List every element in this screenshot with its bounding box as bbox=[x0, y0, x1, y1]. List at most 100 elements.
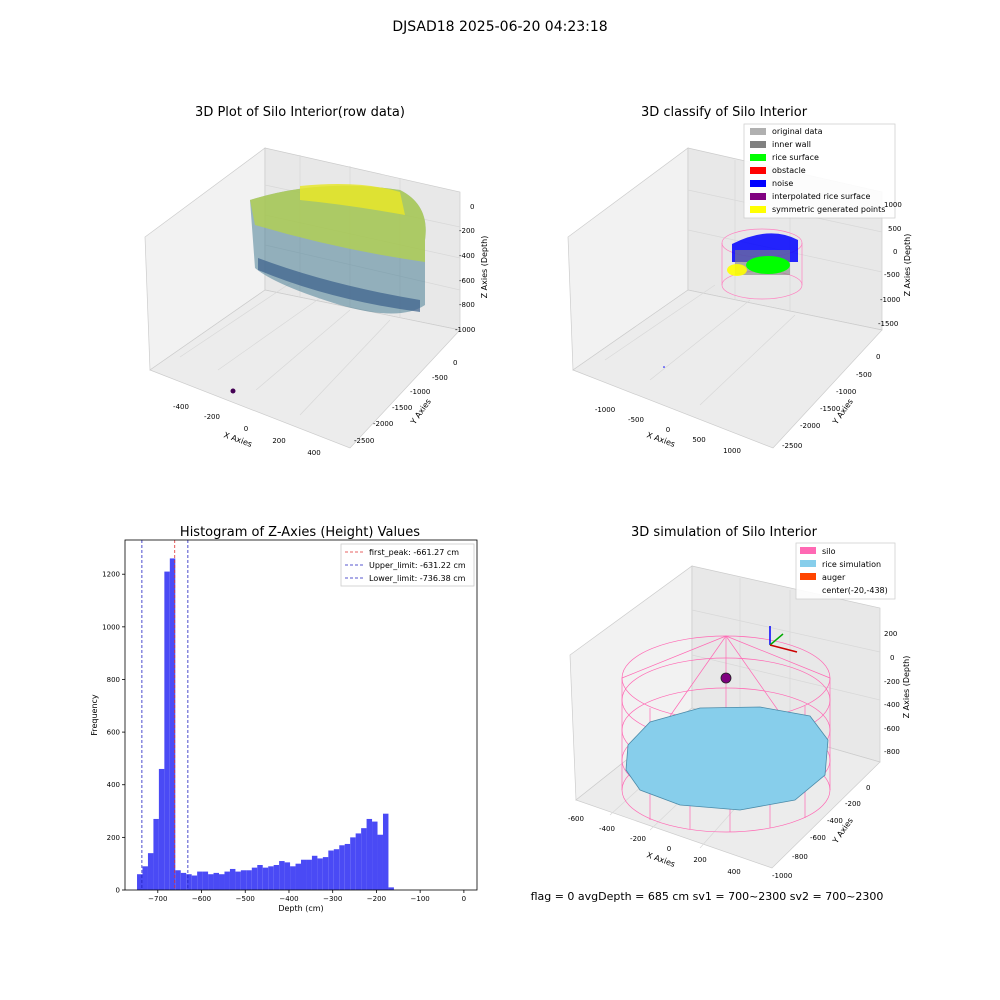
svg-text:-2500: -2500 bbox=[354, 437, 374, 445]
histogram-legend: first_peak: -661.27 cm Upper_limit: -631… bbox=[340, 543, 475, 587]
histogram-bar bbox=[388, 887, 394, 890]
svg-text:-1000: -1000 bbox=[880, 296, 900, 304]
svg-text:-2000: -2000 bbox=[373, 420, 393, 428]
histogram-xlabel: Depth (cm) bbox=[278, 904, 323, 913]
histogram-bar bbox=[361, 828, 367, 890]
histogram-bar bbox=[197, 871, 203, 890]
svg-text:-200: -200 bbox=[459, 227, 475, 235]
histogram-bar bbox=[240, 870, 247, 890]
svg-text:0: 0 bbox=[244, 425, 248, 433]
svg-text:original data: original data bbox=[772, 127, 823, 136]
svg-text:0: 0 bbox=[866, 784, 870, 792]
histogram-bar bbox=[328, 850, 334, 890]
legend-auger: auger bbox=[822, 573, 846, 582]
histogram-bar bbox=[191, 875, 198, 890]
y-tick-label: 1000 bbox=[102, 623, 120, 631]
svg-text:-1000: -1000 bbox=[772, 872, 792, 880]
legend-first-peak: first_peak: -661.27 cm bbox=[369, 548, 459, 557]
histogram-bar bbox=[284, 862, 291, 890]
svg-text:inner wall: inner wall bbox=[772, 140, 811, 149]
histogram-bar bbox=[344, 843, 351, 890]
svg-text:0: 0 bbox=[893, 248, 897, 256]
histogram-bar bbox=[213, 872, 220, 890]
histogram-bar bbox=[137, 874, 143, 890]
legend-center: center(-20,-438) bbox=[822, 586, 888, 595]
classify-legend: original data inner wall rice surface ob… bbox=[743, 123, 896, 219]
histogram-bar bbox=[208, 874, 214, 890]
histogram-bar bbox=[262, 867, 269, 890]
histogram-bar bbox=[257, 865, 263, 890]
histogram-x-ticks: −700 −600 −500 −400 −300 −200 −100 0 bbox=[148, 890, 466, 903]
x-tick-label: −200 bbox=[367, 895, 386, 903]
svg-text:-600: -600 bbox=[568, 815, 584, 823]
svg-text:X Axies: X Axies bbox=[645, 430, 676, 449]
svg-text:-1000: -1000 bbox=[836, 388, 856, 396]
y-tick-label: 1200 bbox=[102, 571, 120, 579]
svg-text:-200: -200 bbox=[884, 678, 900, 686]
x-tick-label: −300 bbox=[323, 895, 342, 903]
legend-lower-limit: Lower_limit: -736.38 cm bbox=[369, 574, 466, 583]
svg-text:symmetric generated points: symmetric generated points bbox=[772, 205, 885, 214]
histogram-bar bbox=[279, 861, 285, 890]
histogram-bar bbox=[350, 837, 356, 890]
histogram-bar bbox=[295, 863, 301, 890]
histogram-bar bbox=[219, 874, 225, 890]
svg-text:-600: -600 bbox=[810, 834, 826, 842]
raw-point-cloud bbox=[230, 184, 426, 394]
svg-text:200: 200 bbox=[272, 437, 285, 445]
legend-swatch-original bbox=[750, 128, 766, 135]
histogram-bar bbox=[153, 818, 159, 890]
x-tick-label: −100 bbox=[411, 895, 430, 903]
histogram-vlines bbox=[141, 540, 189, 890]
svg-text:interpolated rice surface: interpolated rice surface bbox=[772, 192, 870, 201]
x-tick-label: −600 bbox=[192, 895, 211, 903]
histogram-bar bbox=[251, 867, 258, 890]
histogram-bar bbox=[306, 859, 312, 890]
svg-text:-200: -200 bbox=[204, 413, 220, 421]
svg-text:1000: 1000 bbox=[723, 447, 741, 455]
histogram-bar bbox=[382, 813, 389, 890]
svg-text:400: 400 bbox=[307, 449, 320, 457]
histogram-bar bbox=[311, 855, 318, 890]
svg-text:-2500: -2500 bbox=[782, 442, 802, 450]
y-tick-label: 600 bbox=[107, 729, 120, 737]
panel-classify-title: 3D classify of Silo Interior bbox=[641, 105, 808, 120]
legend-silo: silo bbox=[822, 547, 836, 556]
histogram-bar bbox=[246, 870, 252, 890]
simulation-title: 3D simulation of Silo Interior bbox=[631, 525, 818, 540]
rice-simulation-surface bbox=[625, 706, 829, 811]
svg-text:-1000: -1000 bbox=[455, 326, 475, 334]
histogram-bar bbox=[301, 859, 307, 890]
svg-text:-1000: -1000 bbox=[595, 406, 615, 414]
histogram-bar bbox=[355, 833, 362, 890]
svg-text:0: 0 bbox=[667, 845, 671, 853]
x-tick-label: 0 bbox=[462, 895, 466, 903]
outlier-point bbox=[230, 388, 236, 394]
svg-text:rice surface: rice surface bbox=[772, 153, 819, 162]
histogram-bar bbox=[235, 871, 241, 890]
y-tick-label: 800 bbox=[107, 676, 120, 684]
svg-text:-400: -400 bbox=[599, 825, 615, 833]
simulation-legend: silo rice simulation auger center(-20,-4… bbox=[795, 542, 896, 600]
x-tick-label: −400 bbox=[279, 895, 298, 903]
figure-title: DJSAD18 2025-06-20 04:23:18 bbox=[392, 19, 607, 35]
auger-marker bbox=[720, 672, 732, 684]
histogram-bar bbox=[372, 821, 378, 890]
histogram-bars bbox=[137, 558, 394, 890]
histogram-y-ticks: 0 200 400 600 800 1000 1200 bbox=[102, 571, 125, 895]
svg-text:200: 200 bbox=[884, 630, 897, 638]
panel-raw-title: 3D Plot of Silo Interior(row data) bbox=[195, 105, 405, 120]
svg-text:-800: -800 bbox=[459, 301, 475, 309]
y-tick-label: 0 bbox=[116, 887, 120, 895]
svg-text:0: 0 bbox=[666, 426, 670, 434]
svg-text:X Axies: X Axies bbox=[645, 850, 676, 869]
svg-text:0: 0 bbox=[453, 359, 457, 367]
histogram-bar bbox=[366, 818, 373, 890]
panel-raw-3d: 3D Plot of Silo Interior(row data) -400 … bbox=[144, 105, 489, 457]
svg-text:-600: -600 bbox=[459, 277, 475, 285]
histogram-bar bbox=[180, 872, 187, 890]
svg-text:-1500: -1500 bbox=[820, 405, 840, 413]
svg-text:obstacle: obstacle bbox=[772, 166, 806, 175]
histogram-bar bbox=[333, 849, 340, 890]
